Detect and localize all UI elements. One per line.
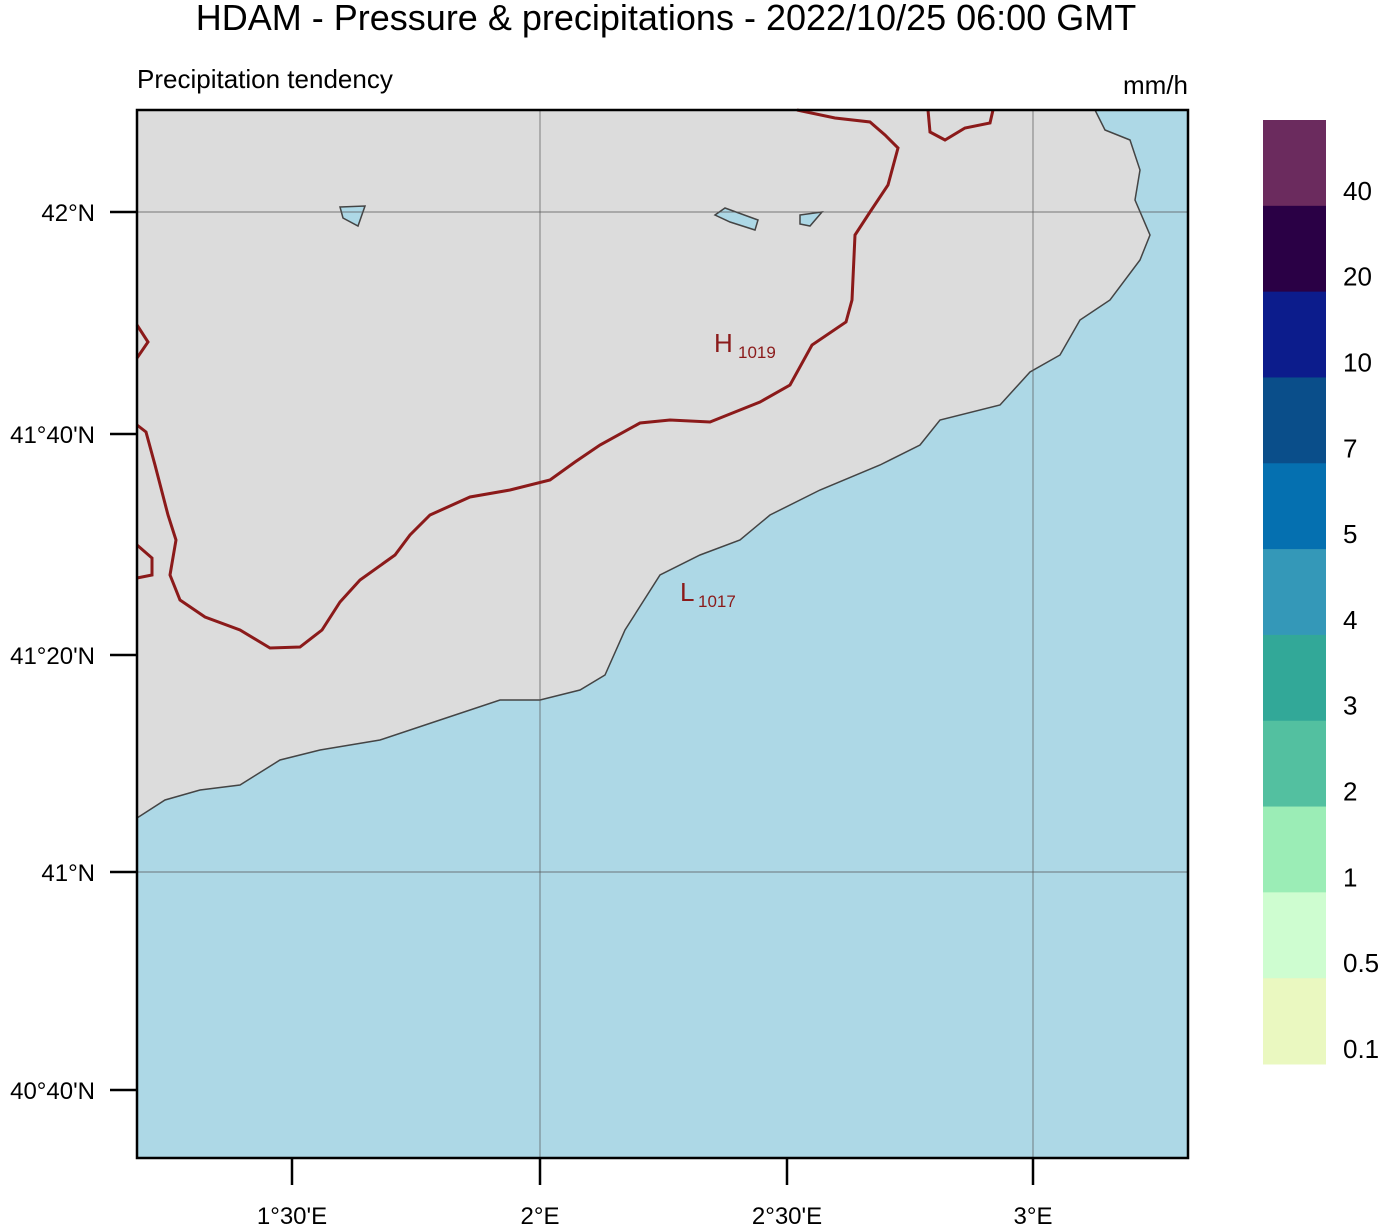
colorbar-label: 40: [1343, 176, 1372, 206]
pressure-value: 1017: [698, 592, 736, 611]
colorbar-label: 10: [1343, 347, 1372, 377]
lake: [799, 210, 824, 227]
colorbar-box: [1263, 377, 1326, 464]
frame: [135, 108, 1190, 1160]
colorbar-box: [1263, 892, 1326, 979]
colorbar-box: [1263, 549, 1326, 636]
colorbar-label: 2: [1343, 777, 1357, 807]
y-tick-label: 41°40'N: [10, 422, 95, 449]
isobar: [136, 108, 900, 650]
title: HDAM - Pressure & precipitations - 2022/…: [196, 0, 1136, 38]
colorbar-box: [1263, 463, 1326, 550]
unit: mm/h: [1123, 70, 1188, 100]
colorbar-label: 4: [1343, 605, 1357, 635]
y-tick-label: 41°20'N: [10, 643, 95, 670]
colorbar-label: 5: [1343, 519, 1357, 549]
isobar: [926, 109, 995, 142]
y-tick-label: 42°N: [41, 200, 95, 227]
colorbar-label: 7: [1343, 433, 1357, 463]
colorbar-box: [1263, 205, 1326, 293]
isobars: [135, 108, 995, 650]
lake: [713, 207, 759, 231]
x-tick-label: 2°E: [521, 1203, 560, 1225]
x-tick-label: 3°E: [1014, 1203, 1053, 1225]
colorbar-box: [1263, 720, 1326, 808]
isobar: [136, 543, 154, 580]
pressure-letter: H: [714, 328, 733, 358]
y-tick-label: 40°40'N: [10, 1078, 95, 1105]
colorbar-box: [1263, 291, 1326, 378]
colorbar-box: [1263, 120, 1326, 207]
pressure-value: 1019: [738, 343, 776, 362]
lake: [339, 205, 367, 228]
subtitle: Precipitation tendency: [137, 64, 393, 94]
colorbar-label: 0.1: [1343, 1034, 1379, 1064]
colorbar-box: [1263, 634, 1326, 722]
colorbar-label: 20: [1343, 262, 1372, 292]
axes: 42°N 41°40'N 41°20'N 41°N 40°40'N 1°30'E 2°E 2°…: [10, 200, 1053, 1230]
graticule: [137, 110, 1188, 1158]
land: [136, 109, 1151, 820]
colorbar-box: [1263, 978, 1326, 1065]
colorbar-label: 0.5: [1343, 948, 1379, 978]
colorbar-label: 1: [1343, 862, 1357, 892]
x-tick-label: 2°30'E: [752, 1203, 822, 1225]
pressure-letter: L: [680, 577, 694, 607]
colorbar: 40 20 10 7 5 4 3 2 1 0.5 0.1: [1263, 120, 1379, 1065]
colorbar-label: 3: [1343, 691, 1357, 721]
isobar: [135, 324, 150, 359]
y-tick-label: 41°N: [41, 860, 95, 887]
map: H 1019 L 1017: [135, 108, 1190, 1160]
x-tick-label: 1°30'E: [257, 1203, 327, 1225]
colorbar-box: [1263, 806, 1326, 893]
